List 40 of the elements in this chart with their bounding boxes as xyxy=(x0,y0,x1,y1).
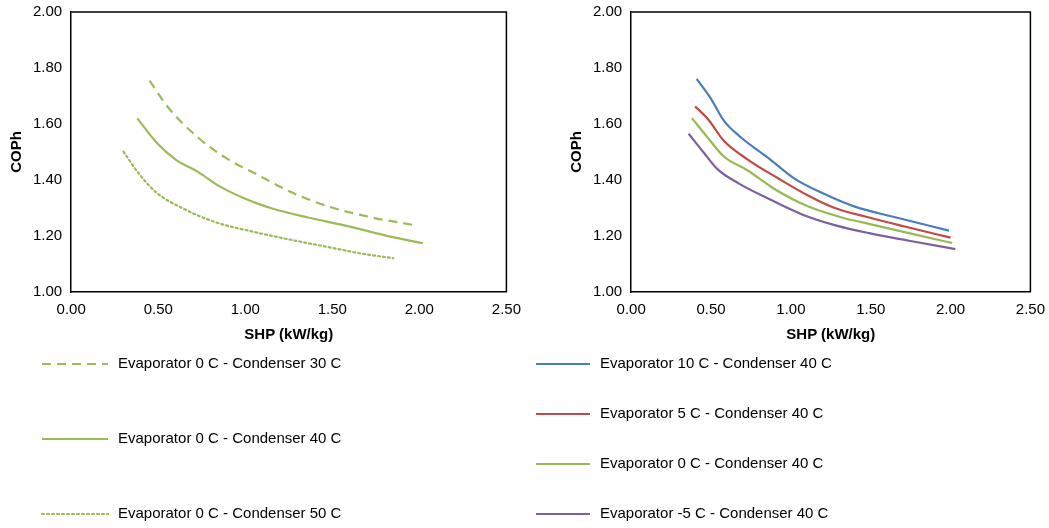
y-tick-label: 1.00 xyxy=(592,282,623,300)
legend-label: Evaporator 0 C - Condenser 40 C xyxy=(600,454,824,472)
x-tick-label: 0.50 xyxy=(143,300,173,318)
x-tick-label: 0.00 xyxy=(616,300,646,318)
x-tick-label: 2.50 xyxy=(491,300,521,318)
y-tick-label: 1.80 xyxy=(32,58,63,76)
y-tick-label: 1.20 xyxy=(592,226,623,244)
line-series xyxy=(148,79,414,226)
x-tick-label: 1.50 xyxy=(856,300,886,318)
x-tick-label: 1.00 xyxy=(776,300,806,318)
y-axis-title: COPh xyxy=(567,131,585,173)
legend-label: Evaporator 0 C - Condenser 30 C xyxy=(118,354,342,372)
legend-label: Evaporator 10 C - Condenser 40 C xyxy=(600,354,832,372)
x-tick-label: 2.00 xyxy=(404,300,434,318)
legend-label: Evaporator 5 C - Condenser 40 C xyxy=(600,404,824,422)
legend-label: Evaporator -5 C - Condenser 40 C xyxy=(600,504,829,522)
x-tick-label: 0.00 xyxy=(56,300,86,318)
y-tick-label: 2.00 xyxy=(32,2,63,20)
x-tick-label: 2.50 xyxy=(1015,300,1045,318)
y-tick-label: 1.20 xyxy=(32,226,63,244)
y-axis-title: COPh xyxy=(7,131,25,173)
line-series xyxy=(687,132,957,251)
x-axis-title: SHP (kW/kg) xyxy=(786,325,876,343)
line-series xyxy=(136,117,424,245)
legend-label: Evaporator 0 C - Condenser 40 C xyxy=(118,429,342,447)
y-tick-label: 1.60 xyxy=(32,114,63,132)
y-tick-label: 1.80 xyxy=(592,58,623,76)
x-tick-label: 0.50 xyxy=(696,300,726,318)
y-tick-label: 1.40 xyxy=(592,170,623,188)
line-series xyxy=(122,150,395,260)
legend-label: Evaporator 0 C - Condenser 50 C xyxy=(118,504,342,522)
x-axis-title: SHP (kW/kg) xyxy=(244,325,334,343)
y-tick-label: 1.60 xyxy=(592,114,623,132)
y-tick-label: 1.40 xyxy=(32,170,63,188)
x-tick-label: 2.00 xyxy=(935,300,966,318)
line-series xyxy=(695,77,951,232)
y-tick-label: 1.00 xyxy=(32,282,63,300)
y-tick-label: 2.00 xyxy=(592,2,623,20)
x-tick-label: 1.50 xyxy=(317,300,347,318)
x-tick-label: 1.00 xyxy=(230,300,260,318)
